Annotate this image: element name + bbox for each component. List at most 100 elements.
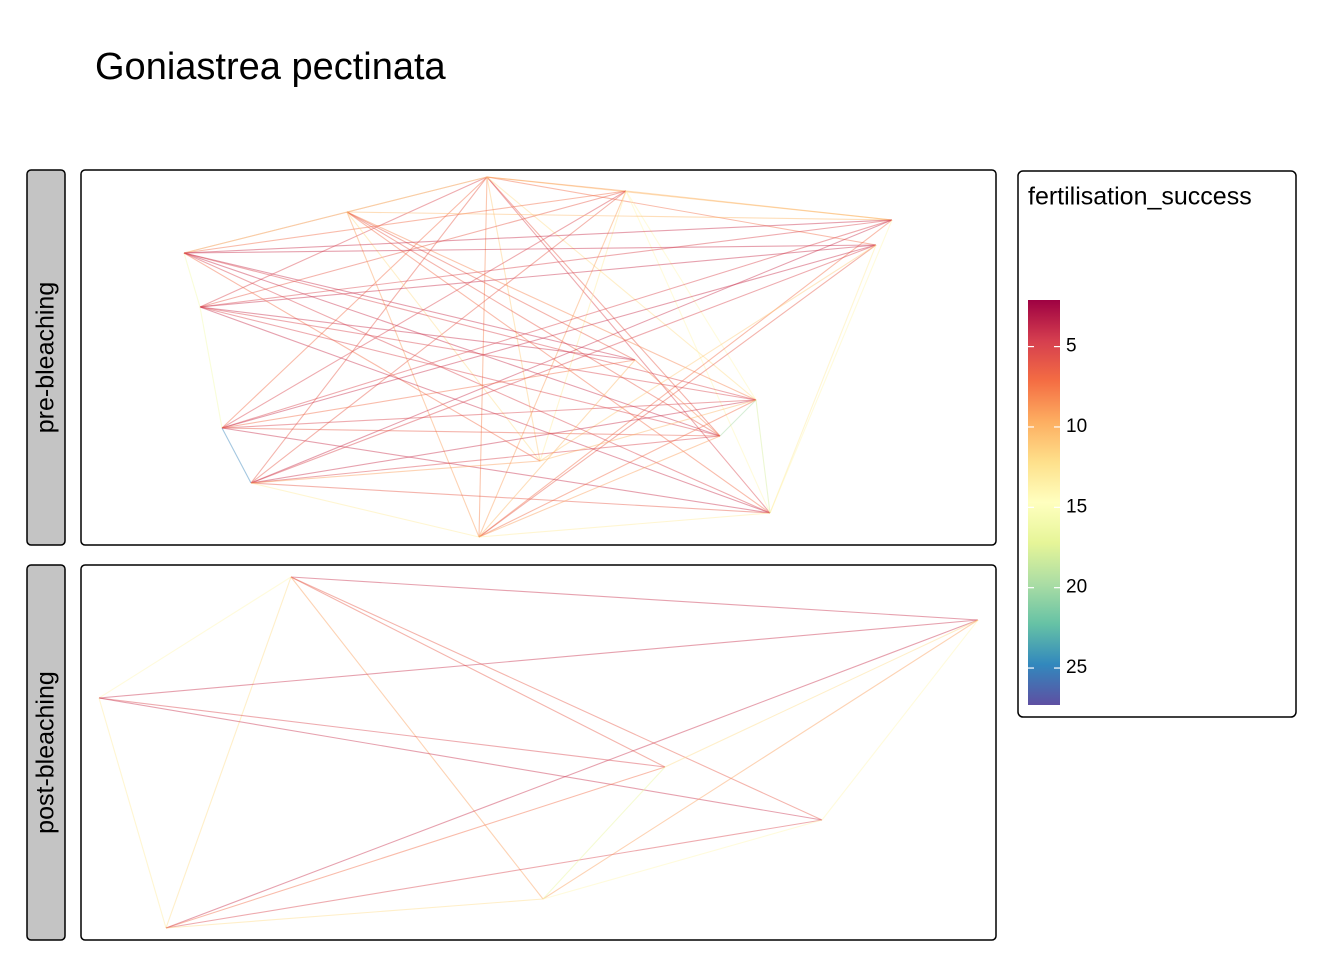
edge bbox=[478, 244, 877, 538]
edge bbox=[250, 190, 627, 484]
edge bbox=[250, 176, 488, 484]
edge bbox=[486, 176, 893, 221]
edge bbox=[542, 819, 823, 900]
edge bbox=[290, 576, 666, 768]
edge bbox=[221, 176, 488, 429]
edge bbox=[165, 576, 292, 929]
edge bbox=[634, 359, 721, 437]
edge bbox=[221, 427, 252, 484]
edge bbox=[221, 359, 636, 429]
edge bbox=[625, 190, 771, 514]
colorbar-tick-label: 10 bbox=[1066, 416, 1087, 437]
strip-label: pre-bleaching bbox=[32, 282, 60, 434]
edge bbox=[478, 219, 893, 538]
edge bbox=[98, 576, 292, 699]
colorbar bbox=[1028, 300, 1060, 705]
edge bbox=[755, 399, 771, 514]
edge bbox=[346, 211, 480, 538]
colorbar-tick-label: 5 bbox=[1066, 336, 1077, 357]
panel bbox=[80, 169, 997, 546]
edge bbox=[346, 211, 757, 401]
edge bbox=[250, 460, 541, 484]
edge bbox=[199, 219, 893, 308]
edge bbox=[346, 211, 771, 514]
edge bbox=[486, 176, 627, 192]
edge bbox=[165, 898, 544, 929]
edge bbox=[625, 190, 757, 401]
edge bbox=[183, 252, 541, 462]
edge bbox=[183, 211, 348, 254]
edge bbox=[199, 306, 721, 437]
edge bbox=[478, 512, 771, 538]
edges bbox=[98, 576, 979, 929]
edge bbox=[290, 576, 979, 621]
colorbar-tick-label: 25 bbox=[1066, 657, 1087, 678]
edge bbox=[486, 176, 541, 462]
edge bbox=[290, 576, 544, 900]
edge bbox=[183, 252, 757, 401]
edge bbox=[290, 576, 823, 821]
edge bbox=[98, 697, 666, 768]
edge bbox=[98, 619, 979, 699]
edge bbox=[250, 435, 721, 484]
edge bbox=[486, 176, 721, 437]
edge bbox=[165, 619, 979, 929]
edge bbox=[486, 176, 771, 514]
edge bbox=[221, 190, 627, 429]
edge bbox=[478, 399, 757, 538]
edge bbox=[221, 427, 721, 437]
edge bbox=[539, 190, 627, 462]
edge bbox=[719, 399, 757, 437]
edge bbox=[486, 176, 877, 246]
edge bbox=[250, 219, 893, 484]
edge bbox=[183, 252, 771, 514]
colorbar-tick-label: 20 bbox=[1066, 577, 1087, 598]
edge bbox=[250, 482, 771, 514]
edge bbox=[542, 766, 666, 900]
edge bbox=[165, 819, 823, 929]
colorbar-tick-label: 15 bbox=[1066, 496, 1087, 517]
edge bbox=[199, 306, 757, 401]
panel bbox=[80, 564, 997, 941]
edge bbox=[199, 176, 488, 308]
edge bbox=[183, 252, 636, 361]
edge bbox=[478, 190, 627, 538]
edge bbox=[664, 619, 979, 768]
edge bbox=[250, 482, 480, 538]
edge bbox=[625, 190, 893, 221]
edge bbox=[542, 619, 979, 900]
edge bbox=[821, 619, 979, 821]
edge bbox=[199, 190, 627, 308]
edge bbox=[769, 244, 877, 514]
edge bbox=[478, 435, 721, 538]
edge bbox=[199, 306, 771, 514]
edge bbox=[221, 244, 877, 429]
edge bbox=[199, 306, 636, 361]
edge bbox=[165, 766, 666, 929]
strip bbox=[26, 564, 66, 941]
edge bbox=[183, 252, 201, 308]
edge bbox=[183, 252, 721, 437]
legend-box bbox=[1017, 170, 1297, 718]
edge bbox=[98, 697, 823, 821]
edge bbox=[221, 399, 757, 429]
edge bbox=[539, 399, 757, 462]
edge bbox=[539, 244, 877, 462]
edge bbox=[199, 306, 223, 429]
edge bbox=[478, 359, 636, 538]
edge bbox=[183, 176, 488, 254]
edge bbox=[183, 244, 877, 254]
edge bbox=[346, 211, 541, 462]
edge bbox=[769, 219, 893, 514]
edge bbox=[346, 211, 721, 437]
edges bbox=[183, 176, 893, 538]
strip bbox=[26, 169, 66, 546]
edge bbox=[221, 219, 893, 429]
edge bbox=[183, 219, 893, 254]
edge bbox=[486, 176, 757, 401]
edge bbox=[478, 176, 488, 538]
legend-title: fertilisation_success bbox=[1028, 183, 1252, 211]
edge bbox=[346, 211, 893, 221]
edge bbox=[221, 427, 771, 514]
